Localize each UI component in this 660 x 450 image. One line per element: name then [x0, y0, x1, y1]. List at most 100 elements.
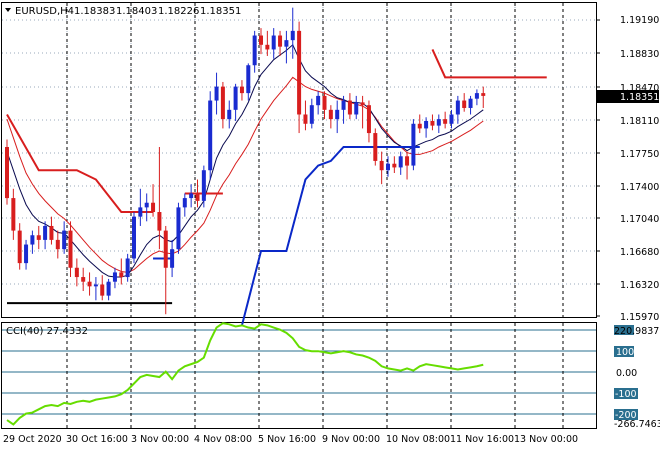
candle-body: [151, 202, 156, 213]
candle-body: [373, 133, 378, 161]
candle-body: [398, 156, 403, 168]
candle-body: [405, 156, 410, 166]
cci-line: [6, 322, 484, 426]
candle-body: [297, 30, 302, 115]
ohlc-high: 1.18403: [116, 6, 157, 17]
candle-body: [17, 230, 22, 264]
candle-body: [125, 258, 130, 278]
candle-body: [144, 202, 149, 208]
candle-body: [259, 35, 263, 45]
candle-body: [55, 239, 60, 250]
candle-body: [436, 119, 441, 126]
price-tick: 1.17400: [620, 182, 659, 193]
candle-body: [379, 160, 384, 171]
candle-body: [328, 109, 333, 120]
price-tick: 1.17040: [620, 214, 659, 225]
candle-body: [309, 105, 314, 124]
current-price-tag: [597, 90, 659, 103]
candle-body: [157, 212, 162, 231]
candle-body: [11, 198, 16, 231]
price-axis: 1.19190 1.18830 1.18470 1.18110 1.17750 …: [620, 15, 659, 323]
candle-body: [278, 35, 283, 47]
candle-body: [411, 123, 416, 166]
price-tick: 1.16320: [620, 280, 659, 291]
candle-body: [100, 284, 105, 296]
main-grid: [2, 3, 596, 317]
candle-body: [170, 249, 175, 268]
slow-moving-average: [6, 76, 484, 273]
price-tick: 1.18830: [620, 49, 659, 60]
candlestick-series: [5, 7, 486, 315]
indicator-layer: [6, 43, 547, 326]
time-tick: 11 Nov 16:00: [450, 434, 514, 445]
ohlc-open: 1.18383: [74, 6, 115, 17]
candle-body: [112, 272, 117, 282]
candle-body: [30, 235, 35, 245]
candle-body: [252, 35, 257, 66]
candle-body: [430, 120, 435, 126]
candle-body: [43, 225, 48, 240]
candle-body: [347, 100, 352, 115]
candle-body: [5, 146, 9, 199]
price-tick: 1.18110: [620, 116, 659, 127]
candle-body: [62, 230, 67, 250]
blue-trailing-stop-line: [240, 145, 420, 326]
candle-body: [462, 100, 467, 108]
candle-body: [176, 207, 181, 250]
time-axis: 29 Oct 2020 30 Oct 16:00 3 Nov 00:00 4 N…: [3, 434, 578, 445]
candle-body: [341, 100, 346, 110]
candle-body: [265, 44, 270, 50]
time-tick: 30 Oct 16:00: [66, 434, 128, 445]
candle-body: [208, 100, 213, 171]
candle-body: [68, 230, 73, 268]
cci-line-layer: [6, 322, 484, 426]
candle-body: [481, 93, 486, 96]
candle-body: [195, 193, 200, 201]
cci-tick-0: 0.00: [616, 368, 637, 379]
fast-moving-average: [6, 43, 484, 278]
red-trailing-stop-line: [431, 49, 547, 79]
candle-body: [239, 86, 244, 94]
candle-body: [201, 170, 206, 201]
candle-body: [271, 35, 276, 50]
candle-body: [233, 86, 238, 110]
candle-body: [106, 281, 111, 296]
candle-body: [163, 230, 168, 268]
time-tick: 9 Nov 00:00: [322, 434, 380, 445]
cci-tick-minus100: -100: [615, 389, 637, 400]
symbol-label: EURUSD,H4: [15, 6, 74, 17]
cci-minus100-tag: [614, 388, 638, 399]
price-axis-tick-marks: [596, 19, 600, 317]
candle-body: [36, 235, 41, 240]
candle-body: [189, 193, 194, 199]
candle-body: [322, 95, 327, 110]
candle-body: [227, 109, 232, 120]
price-tick: 1.19190: [620, 15, 659, 26]
red-trailing-stop-line: [6, 113, 154, 214]
cci-panel-frame: [1, 322, 597, 429]
candle-body: [354, 102, 359, 115]
candle-body: [24, 244, 29, 264]
candle-body: [74, 267, 79, 278]
candle-body: [49, 225, 54, 240]
candle-body: [87, 281, 92, 287]
cci-minus200-tag: [614, 409, 638, 420]
candle-body: [290, 30, 295, 41]
time-tick: 10 Nov 08:00: [386, 434, 450, 445]
candle-body: [182, 198, 187, 208]
ohlc-low: 1.18226: [158, 6, 199, 17]
candle-body: [468, 98, 473, 108]
collapse-arrow-icon[interactable]: [5, 8, 11, 12]
candle-body: [119, 272, 124, 278]
candle-body: [392, 163, 397, 168]
price-tick: 1.16680: [620, 247, 659, 258]
current-price-value: 1.18351: [620, 92, 659, 103]
candle-body: [424, 120, 429, 129]
cci-tick-100: 100: [616, 347, 634, 358]
candle-body: [417, 123, 422, 129]
candle-body: [303, 114, 308, 124]
candle-body: [214, 86, 219, 101]
cci-100-tag: [614, 346, 634, 357]
cci-tick-max: 220.9837: [614, 326, 659, 337]
